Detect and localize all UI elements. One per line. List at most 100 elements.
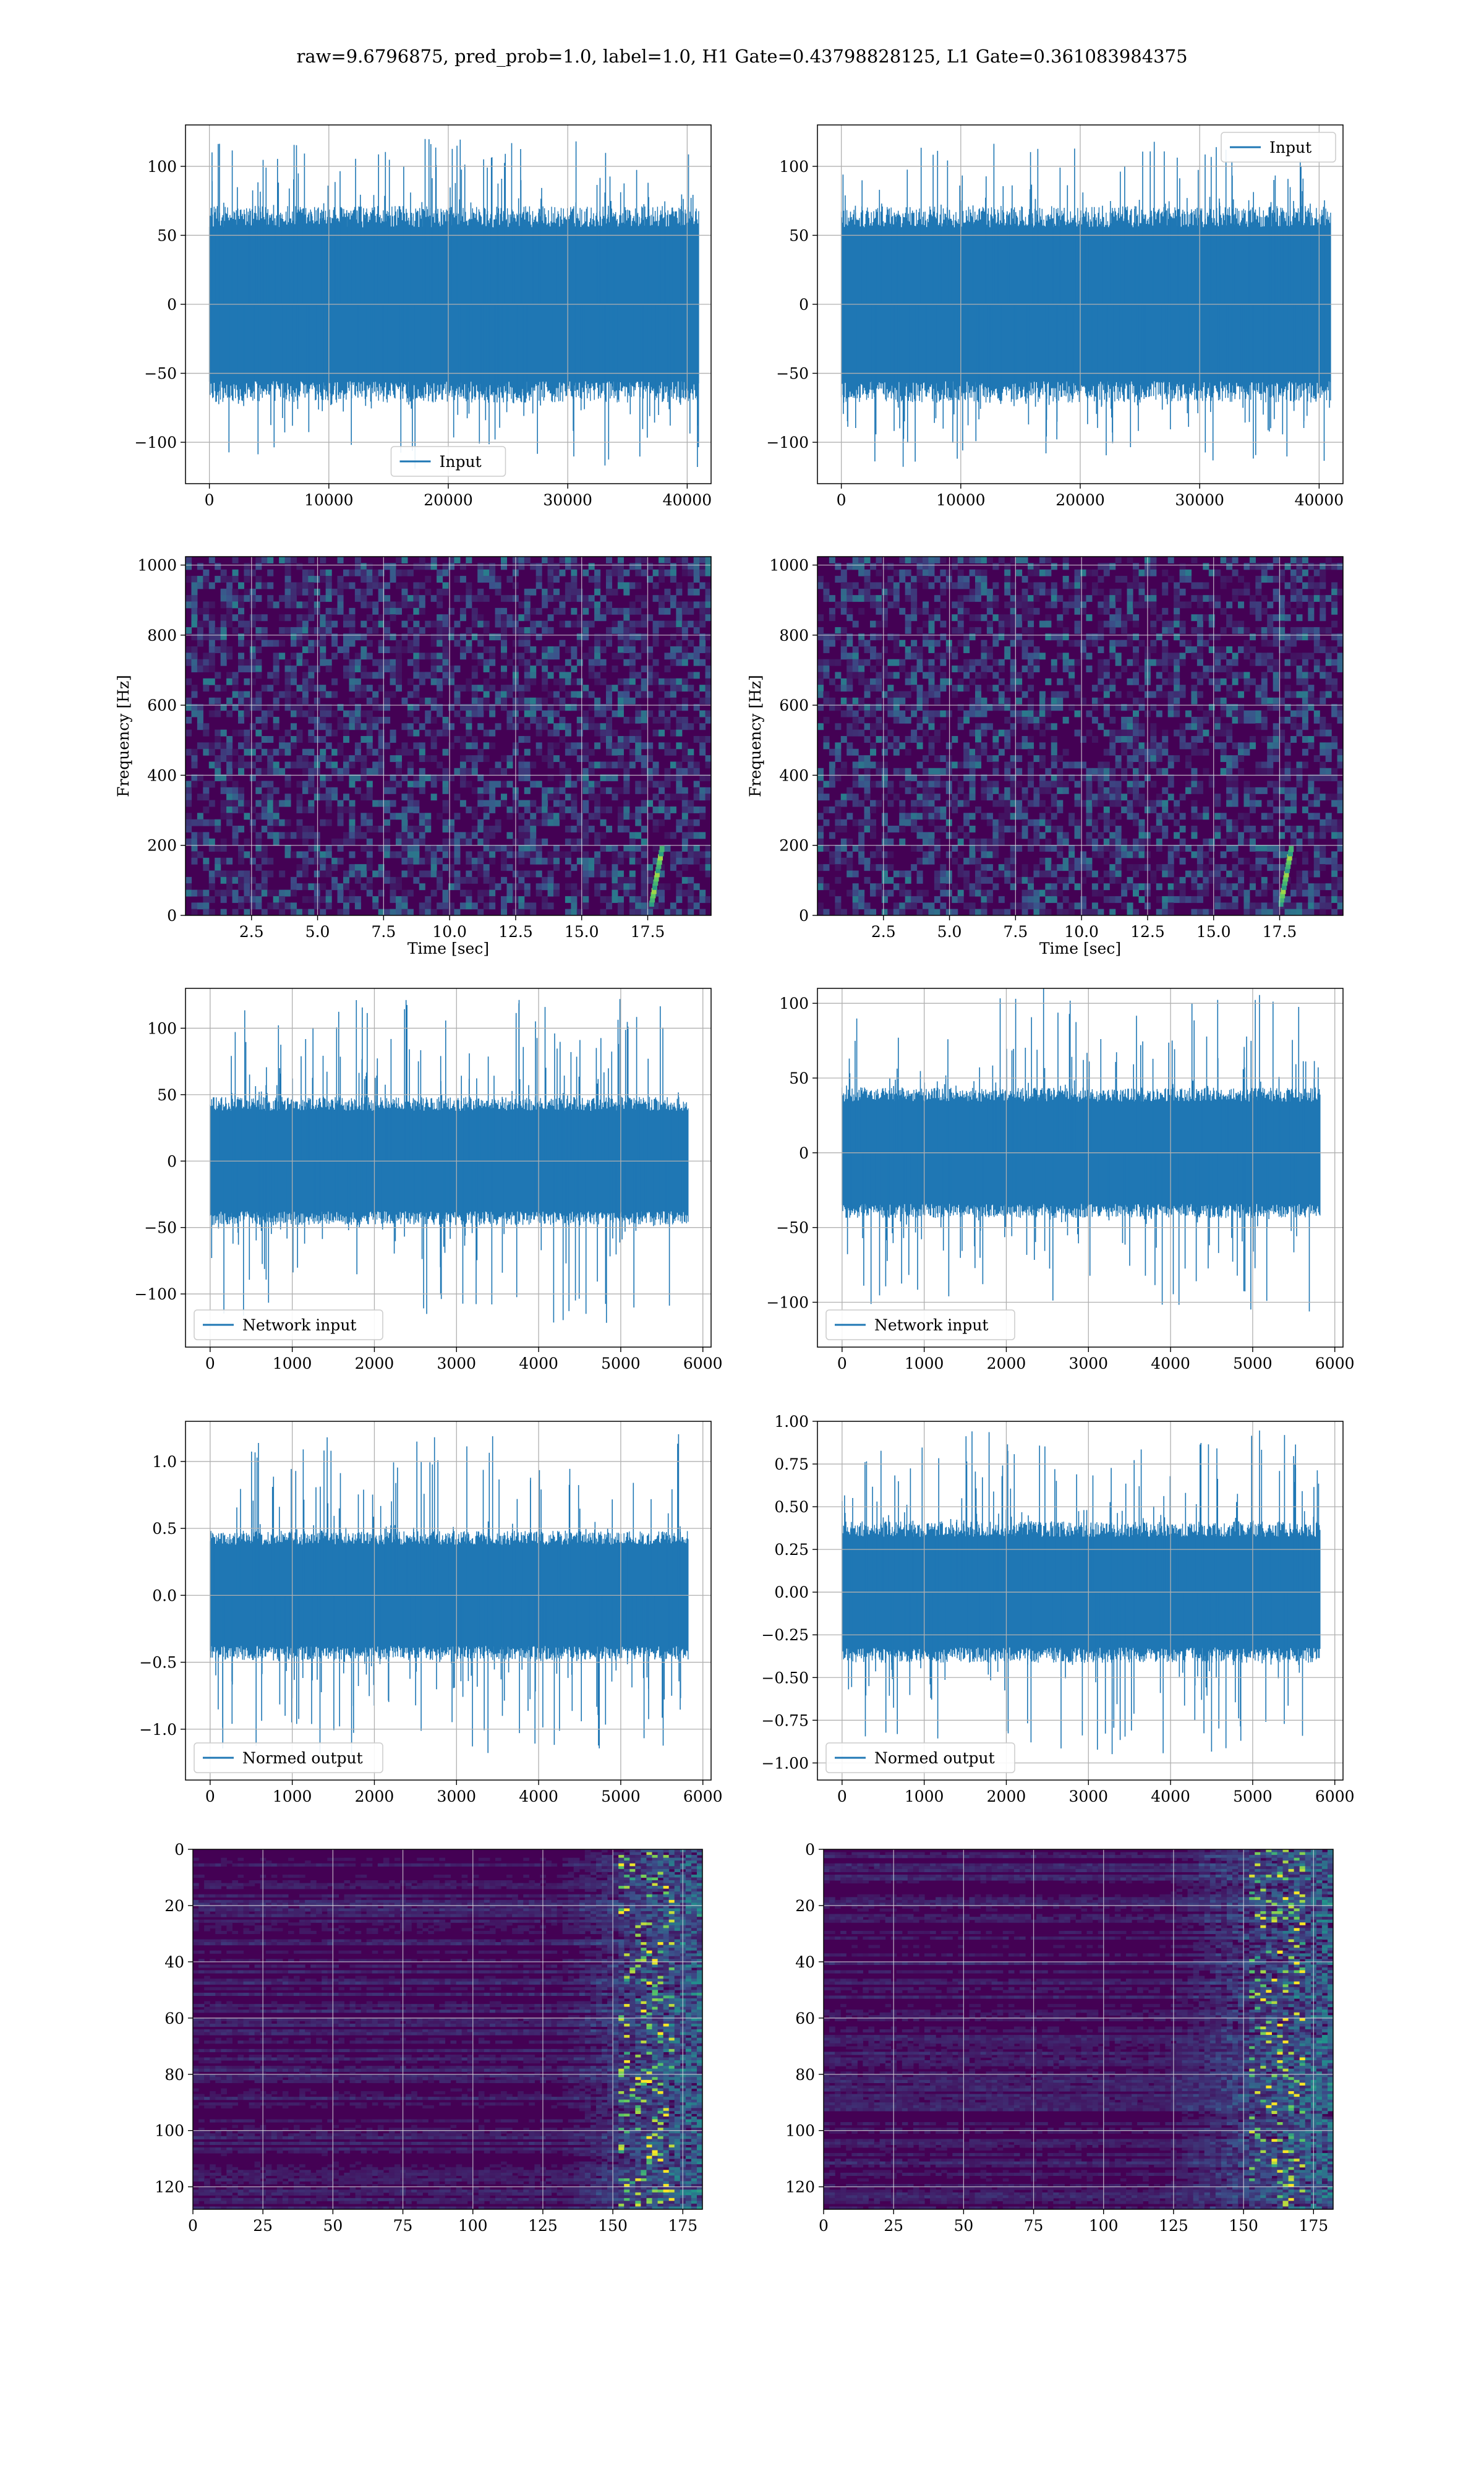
chirp-signal <box>1283 875 1289 882</box>
x-tick-label: 150 <box>598 2217 628 2235</box>
y-tick-label: 1000 <box>137 557 177 575</box>
y-tick-label: 0.5 <box>152 1520 177 1538</box>
x-tick-label: 2000 <box>987 1355 1026 1372</box>
x-tick-label: 125 <box>528 2217 558 2235</box>
chirp-signal <box>659 850 664 857</box>
x-tick-label: 10000 <box>304 491 354 509</box>
y-tick-label: 0.75 <box>774 1455 809 1473</box>
x-tick-label: 7.5 <box>371 923 396 941</box>
y-tick-label: −1.00 <box>761 1754 809 1772</box>
y-tick-label: 50 <box>157 226 177 244</box>
y-tick-label: −0.75 <box>761 1711 809 1729</box>
y-tick-label: 100 <box>147 158 177 176</box>
y-tick-label: 0.0 <box>152 1586 177 1604</box>
y-tick-label: 0 <box>167 1152 177 1170</box>
axes-frame <box>817 1421 1344 1781</box>
chirp-signal <box>1281 883 1287 890</box>
signal-spikes <box>211 139 699 469</box>
chirp-signal <box>654 871 660 878</box>
chirp-signal <box>1279 896 1284 903</box>
x-tick-label: 7.5 <box>1003 923 1028 941</box>
y-tick-label: 20 <box>164 1897 184 1915</box>
y-tick-label: −100 <box>766 1294 809 1312</box>
legend: Input <box>1221 132 1336 163</box>
x-tick-label: 12.5 <box>1130 923 1165 941</box>
y-tick-label: 0.25 <box>774 1541 809 1559</box>
y-tick-label: −100 <box>134 434 177 452</box>
axes-frame <box>192 1849 703 2210</box>
y-tick-label: 0 <box>167 296 177 314</box>
x-tick-label: 5000 <box>601 1355 641 1372</box>
x-tick-label: 150 <box>1229 2217 1258 2235</box>
chirp-signal <box>1286 858 1292 865</box>
x-tick-label: 6000 <box>1315 1787 1355 1805</box>
x-tick-label: 25 <box>253 2217 273 2235</box>
x-tick-label: 1000 <box>905 1787 944 1805</box>
panel-r3c1: 0 1000 2000 3000 4000 5000 6000 −1.00 −0.75 −0.50… <box>761 1413 1354 1805</box>
legend-box <box>825 1742 1015 1773</box>
chirp-signal <box>651 888 657 894</box>
x-tick-label: 75 <box>393 2217 413 2235</box>
legend-box <box>194 1742 383 1773</box>
y-axis-label: Frequency [Hz] <box>114 675 132 797</box>
panel-r0c0: 0 10000 20000 30000 40000 −100 −50 0 50 100 Input <box>134 124 712 509</box>
chirp-signal <box>1287 854 1292 861</box>
legend: Input <box>390 446 506 477</box>
y-tick-label: 60 <box>795 2010 815 2027</box>
panel-r1c1: 2.5 5.0 7.5 10.0 12.5 15.0 17.5 0 200 400 600 800 10… <box>746 556 1344 957</box>
grid <box>186 125 711 484</box>
x-tick-label: 12.5 <box>498 923 533 941</box>
subplots: 0 10000 20000 30000 40000−100−50050100Input0… <box>114 124 1355 2235</box>
x-tick-label: 4000 <box>519 1787 558 1805</box>
chirp-signal <box>657 854 663 861</box>
x-tick-label: 15.0 <box>1196 923 1231 941</box>
chirp-signal <box>650 892 656 899</box>
y-tick-label: 50 <box>789 1069 809 1087</box>
x-tick-label: 40000 <box>1295 491 1344 509</box>
x-tick-label: 175 <box>1298 2217 1328 2235</box>
panel-r3c0: 0 1000 2000 3000 4000 5000 6000 −1.0 −0.5 0.0 0.5 1… <box>139 1421 723 1805</box>
y-tick-label: 0 <box>799 296 809 314</box>
legend: Network input <box>825 1309 1015 1340</box>
legend-box <box>390 446 506 477</box>
x-tick-label: 2.5 <box>239 923 264 941</box>
x-tick-label: 2.5 <box>871 923 896 941</box>
chirp-signal <box>650 896 655 903</box>
y-tick-label: 400 <box>779 766 809 784</box>
x-tick-label: 0 <box>837 491 846 509</box>
x-tick-label: 0 <box>837 1787 847 1805</box>
x-tick-label: 4000 <box>1151 1787 1190 1805</box>
chirp-signal <box>1288 850 1293 857</box>
heatmap-cells <box>193 1849 702 2209</box>
grid <box>186 557 711 915</box>
signal-spikes <box>842 1430 1320 1755</box>
x-tick-label: 2000 <box>987 1787 1026 1805</box>
y-tick-label: −50 <box>776 365 809 383</box>
y-tick-label: 0 <box>174 1841 184 1859</box>
y-tick-label: 100 <box>779 158 809 176</box>
x-tick-label: 5.0 <box>305 923 330 941</box>
heatmap-cells <box>824 1849 1333 2209</box>
panel-r2c1: 0 1000 2000 3000 4000 5000 6000 −100 −50 0 50 100 Ne… <box>766 988 1355 1372</box>
chirp-signal <box>649 901 654 907</box>
chirp-signal <box>1284 871 1289 878</box>
y-tick-label: 1.0 <box>152 1453 177 1471</box>
legend: Network input <box>194 1309 383 1340</box>
panel-r0c1: 0 10000 20000 30000 40000 −100 −50 0 50 100 Input <box>766 124 1344 509</box>
chirp-signal <box>656 862 662 869</box>
grid <box>193 1849 702 2209</box>
x-tick-label: 5000 <box>1233 1355 1273 1372</box>
y-tick-label: 0 <box>805 1841 815 1859</box>
legend-label: Input <box>1269 139 1311 156</box>
x-tick-label: 6000 <box>683 1355 723 1372</box>
x-tick-label: 3000 <box>1068 1787 1108 1805</box>
x-tick-label: 2000 <box>355 1787 394 1805</box>
y-tick-label: 800 <box>147 627 177 644</box>
x-axis-label: Time [sec] <box>407 940 489 957</box>
x-axis-label: Time [sec] <box>1039 940 1121 957</box>
signal-spikes <box>841 142 1330 467</box>
y-tick-label: 120 <box>785 2178 815 2196</box>
legend-box <box>194 1309 383 1340</box>
y-tick-label: 100 <box>785 2122 815 2140</box>
